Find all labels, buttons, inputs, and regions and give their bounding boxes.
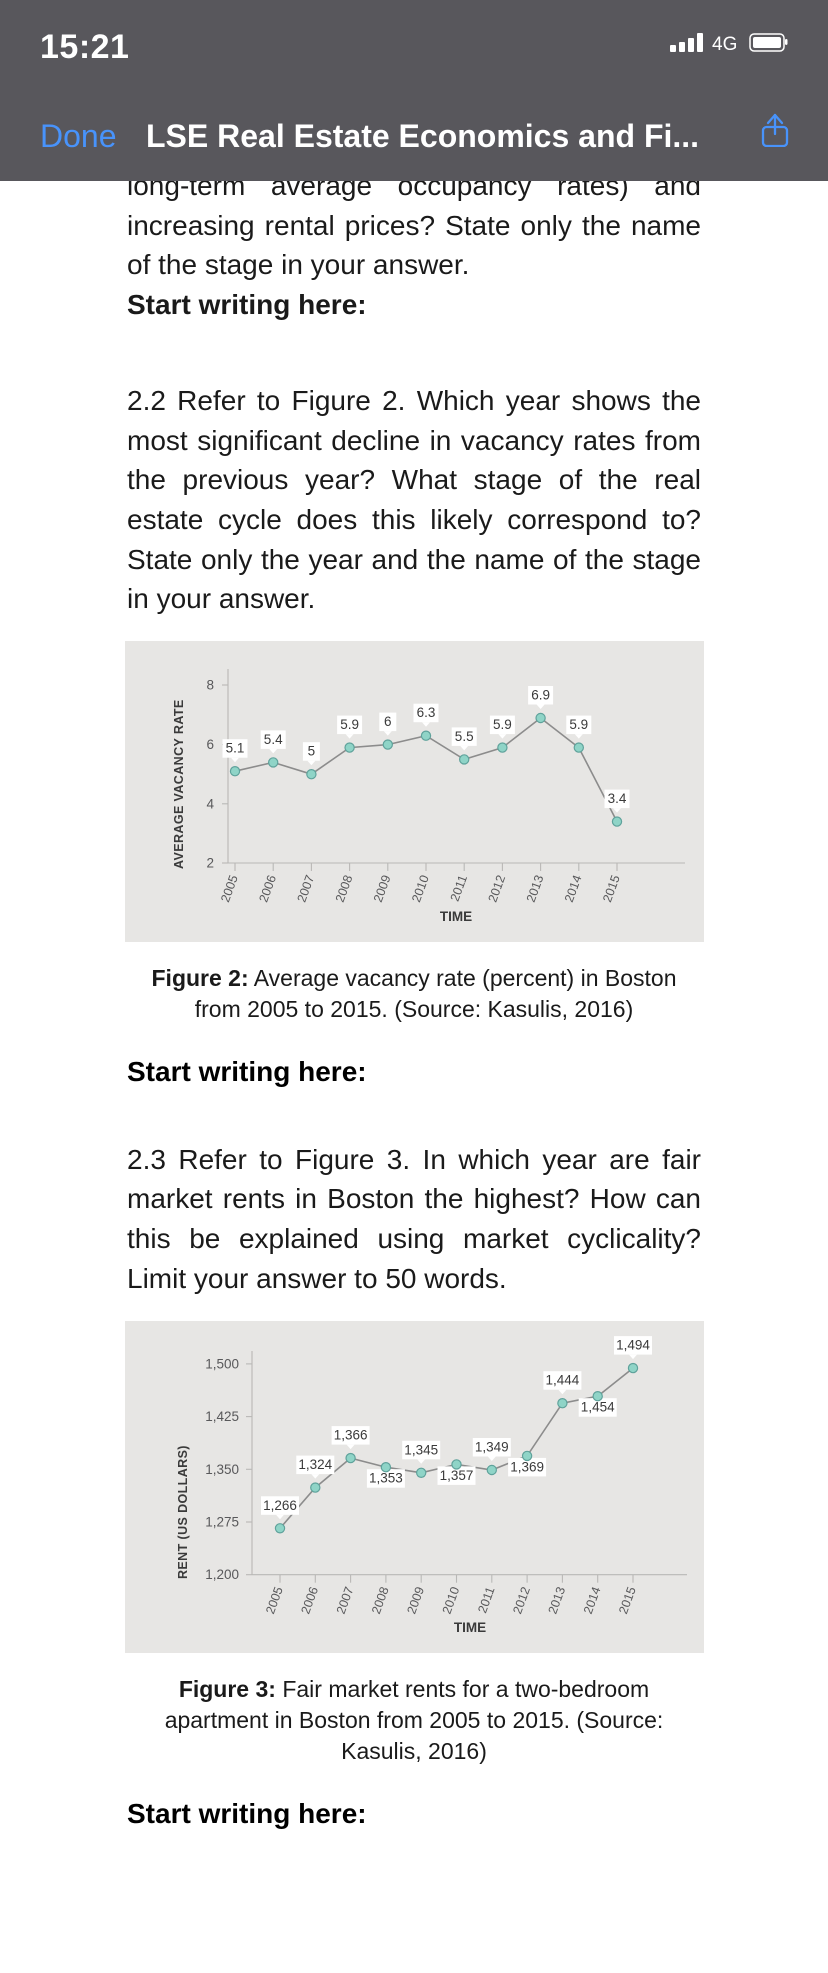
svg-text:5.9: 5.9 [340,717,359,732]
svg-text:1,369: 1,369 [510,1459,544,1474]
svg-text:5.1: 5.1 [225,741,244,756]
svg-text:1,357: 1,357 [439,1467,473,1482]
svg-text:1,350: 1,350 [205,1461,239,1476]
svg-text:1,500: 1,500 [205,1356,239,1371]
svg-text:4: 4 [206,796,214,811]
svg-text:2: 2 [206,856,214,871]
svg-text:AVERAGE VACANCY RATE: AVERAGE VACANCY RATE [172,699,186,869]
svg-text:RENT (US DOLLARS): RENT (US DOLLARS) [176,1445,190,1579]
svg-text:5.5: 5.5 [454,729,473,744]
svg-text:1,454: 1,454 [580,1399,614,1414]
svg-text:1,425: 1,425 [205,1409,239,1424]
svg-text:1,353: 1,353 [369,1470,403,1485]
svg-text:1,349: 1,349 [474,1439,508,1454]
svg-text:5.9: 5.9 [493,717,512,732]
svg-text:1,266: 1,266 [263,1497,297,1512]
svg-text:TIME: TIME [453,1620,485,1635]
svg-text:8: 8 [206,678,214,693]
svg-text:6: 6 [206,737,214,752]
svg-text:1,345: 1,345 [404,1442,438,1457]
svg-text:6.3: 6.3 [416,705,435,720]
svg-text:6: 6 [384,714,392,729]
svg-text:3.4: 3.4 [607,791,626,806]
svg-text:4G: 4G [712,34,737,54]
svg-text:5: 5 [307,744,315,759]
svg-text:1,275: 1,275 [205,1514,239,1529]
svg-text:1,200: 1,200 [205,1567,239,1582]
svg-text:1,494: 1,494 [616,1337,650,1352]
svg-text:TIME: TIME [439,909,471,924]
svg-text:5.4: 5.4 [263,732,282,747]
svg-text:1,324: 1,324 [298,1457,332,1472]
svg-text:1,366: 1,366 [333,1427,367,1442]
svg-text:6.9: 6.9 [531,688,550,703]
svg-text:5.9: 5.9 [569,717,588,732]
svg-text:1,444: 1,444 [545,1372,579,1387]
